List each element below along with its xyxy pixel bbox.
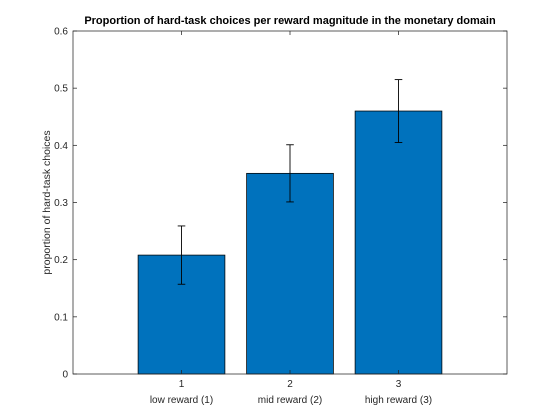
x-tick-label-1: 1 xyxy=(179,379,185,390)
y-tick-label-0: 0 xyxy=(62,370,68,381)
x-tick-label-3: 3 xyxy=(396,379,402,390)
y-tick-label-1: 0.1 xyxy=(54,312,68,323)
x-category-description-3: high reward (3) xyxy=(365,395,432,406)
bar-3 xyxy=(354,110,443,375)
y-tick-label-5: 0.5 xyxy=(54,84,68,95)
y-tick-label-4: 0.4 xyxy=(54,141,68,152)
y-tick-label-6: 0.6 xyxy=(54,27,68,38)
bar-2 xyxy=(246,172,334,375)
x-category-description-2: mid reward (2) xyxy=(258,395,322,406)
x-category-description-1: low reward (1) xyxy=(150,395,213,406)
y-axis-label: proportion of hard-task choices xyxy=(41,130,53,274)
y-tick-label-3: 0.3 xyxy=(54,198,68,209)
chart-title: Proportion of hard-task choices per rewa… xyxy=(84,15,496,27)
bars-layer xyxy=(137,110,443,375)
y-tick-label-2: 0.2 xyxy=(54,255,68,266)
y-axis-ticks: 0 0.1 0.2 0.3 0.4 0.5 0.6 xyxy=(54,27,507,381)
error-bars-layer xyxy=(177,79,403,285)
x-axis-ticks: 1 low reward (1) 2 mid reward (2) 3 high rewa… xyxy=(150,31,432,406)
x-tick-label-2: 2 xyxy=(287,379,293,390)
